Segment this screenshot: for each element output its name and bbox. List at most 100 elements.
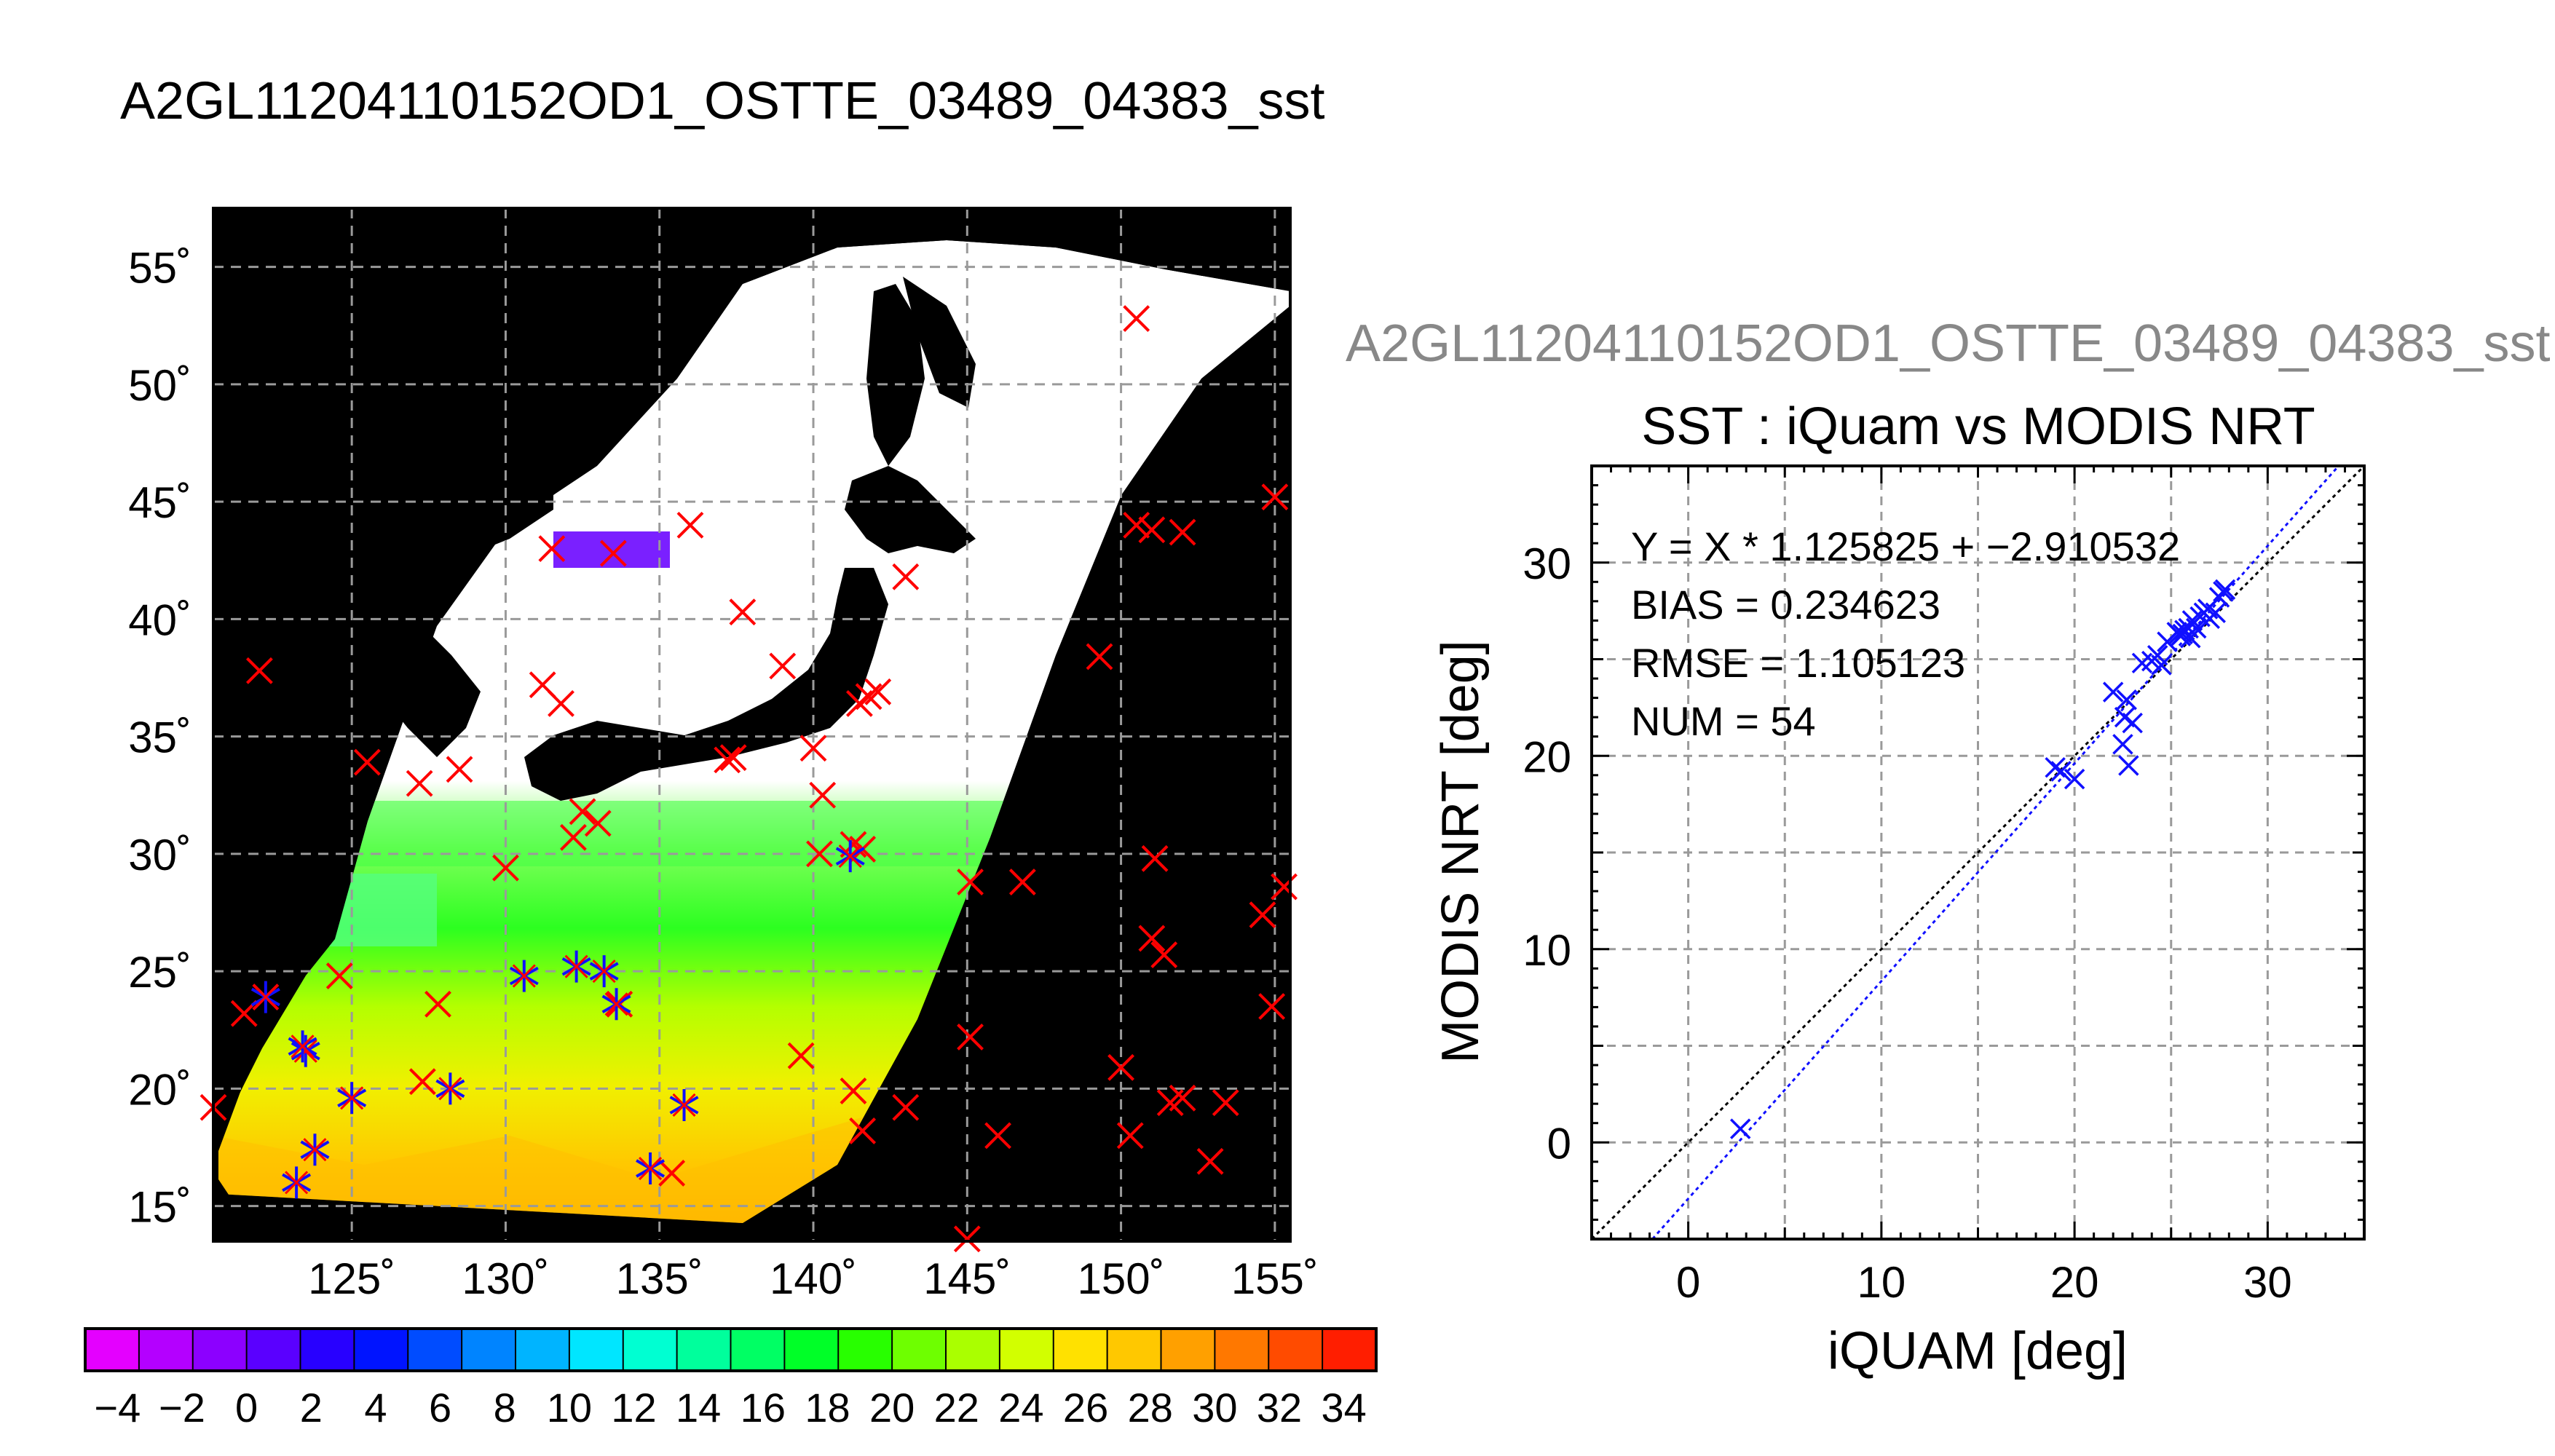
map-matchup-point-x [285,1171,309,1195]
map-buoy-point [714,746,741,774]
map-buoy-point [1086,643,1113,670]
scatter-point [2102,681,2124,703]
colorbar-cell [1215,1329,1269,1371]
map-matchup-point [337,1082,367,1115]
colorbar-tick-label: 22 [934,1385,979,1431]
map-matchup-point-x [303,1138,327,1162]
map-frame [212,207,1292,1243]
bias-value: BIAS = 0.234623 [1631,582,1940,628]
colorbar-cell [246,1329,301,1371]
colorbar-tick-label: 30 [1192,1385,1237,1431]
map-buoy-point [559,823,587,851]
map-matchup-point-x [340,1086,364,1110]
scatter-point [2214,579,2236,601]
map-buoy-point [1249,901,1276,929]
map-buoy-point [599,539,627,567]
map-buoy-point [658,1160,686,1187]
scatter-x-tick-labels: 0 10 20 30 [1676,1258,2292,1307]
colorbar-cell [676,1329,731,1371]
colorbar-cell [462,1329,516,1371]
colorbar-tick-label: 26 [1063,1385,1108,1431]
colorbar-cell [623,1329,678,1371]
map-matchup-point [435,1072,465,1105]
colorbar-cell [1322,1329,1377,1371]
scatter-x-tick-label: 20 [2050,1258,2099,1307]
colorbar-cell [569,1329,624,1371]
map-lat-tick-label: 45˚ [128,478,191,527]
map-buoy-point [353,748,381,776]
colorbar-tick-label: 12 [611,1385,656,1431]
map-lon-tick-label: 150˚ [1078,1254,1165,1303]
map-matchup-point [669,1088,699,1121]
map-buoy-point [1261,483,1289,511]
map-matchup-point-x [564,954,588,978]
scatter-top-title: A2GL11204110152OD1_OSTTE_03489_04383_sst [1346,314,2551,373]
map-buoy-point [606,990,633,1018]
map-gridlines [213,208,1290,1241]
map-lat-tick-label: 20˚ [128,1065,191,1114]
colorbar-tick-label: 34 [1322,1385,1367,1431]
scatter-point [2151,654,2172,676]
map-buoy-point [769,652,797,680]
colorbar-tick-label: 16 [741,1385,786,1431]
map-buoy-point [1169,518,1196,546]
one-to-one-line [1590,464,2366,1241]
scatter-y-tick-labels: 0 10 20 30 [1523,539,1571,1168]
map-buoy-point [729,598,757,626]
scatter-point [2045,756,2066,778]
map-buoy-point [1138,925,1166,952]
map-lat-tick-label: 55˚ [128,244,191,293]
map-buoy-point [1169,1084,1196,1112]
scatter-y-tick-label: 0 [1547,1119,1571,1168]
colorbar-tick-label: 24 [998,1385,1043,1431]
map-buoy-point [892,563,920,590]
map-buoy-point [953,1225,981,1253]
colorbar-cell [300,1329,355,1371]
map-buoy-point [1123,511,1150,539]
map-buoy-point [1141,844,1169,872]
scatter-point [2116,689,2137,711]
map-buoy-point [406,769,433,797]
map-buoy-point [569,798,596,826]
map-buoy-point [584,810,612,837]
map-buoy-point [840,1077,867,1105]
map-matchup-point [601,988,631,1021]
colorbar-cell [85,1329,140,1371]
scatter-point [2168,623,2189,645]
map-buoy-point [548,690,574,717]
map-lon-tick-label: 135˚ [616,1254,703,1303]
map-matchup-point-x [253,985,277,1009]
colorbar-tick-label: 14 [676,1385,721,1431]
map-buoy-point [799,735,827,762]
map-matchup-point-x [604,992,628,1016]
map-buoy-point [1008,869,1036,895]
scatter-xlabel: iQUAM [deg] [1828,1322,2128,1380]
scatter-points [1730,579,2236,1139]
map-buoy-point [408,1068,436,1096]
scatter-point [2122,712,2143,734]
map-buoy-point [325,962,353,989]
map-lat-tick-label: 50˚ [128,361,191,410]
colorbar-cell [999,1329,1054,1371]
scatter-point [2050,761,2072,782]
colorbar-tick-label: 20 [869,1385,915,1431]
map-matchup-points [250,840,865,1199]
map-matchup-point-x [672,1093,696,1117]
scatter-y-tick-label: 10 [1523,926,1571,975]
map-lon-tick-labels: 125˚ 130˚ 135˚ 140˚ 145˚ 150˚ 155˚ [308,1254,1319,1303]
map-matchup-point [509,960,539,992]
map-buoy-point [1107,1053,1134,1081]
scatter-point [2197,598,2219,620]
scatter-y-tick-label: 20 [1523,732,1571,781]
page-title: A2GL11204110152OD1_OSTTE_03489_04383_sst [120,72,1325,130]
map-matchup-point [589,955,619,988]
colorbar-cell [892,1329,947,1371]
regression-line [1651,465,2339,1240]
colorbar-cell [1107,1329,1161,1371]
map-buoy-point [984,1122,1011,1150]
map-matchup-point [835,840,865,873]
scatter-x-tick-label: 10 [1857,1258,1906,1307]
map-buoy-point [538,535,566,563]
map-buoy-point [957,869,984,895]
map-buoy-point [849,1117,877,1144]
